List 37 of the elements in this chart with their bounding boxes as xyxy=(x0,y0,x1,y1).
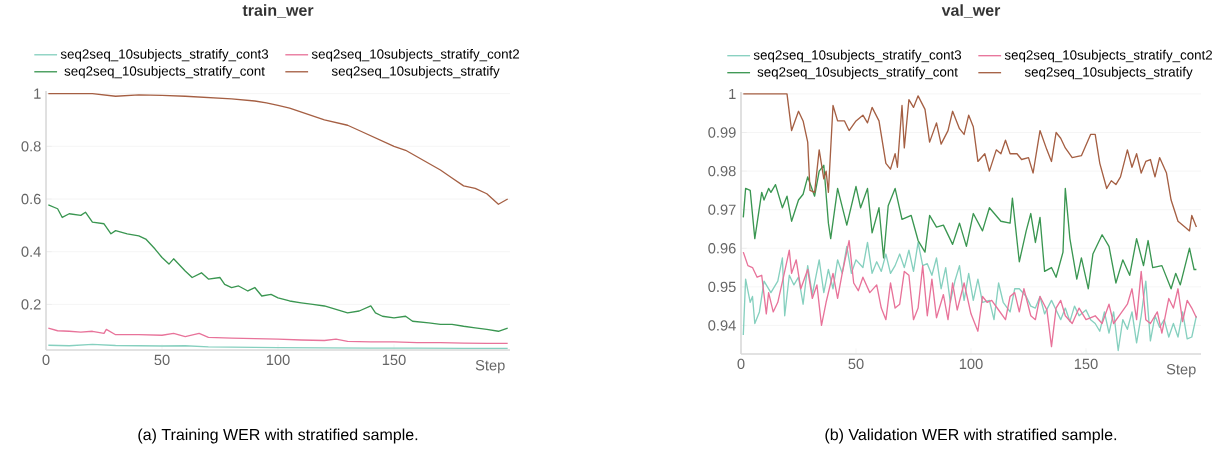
line-series xyxy=(742,93,1198,232)
legend-label: seq2seq_10subjects_stratify_cont xyxy=(64,65,265,79)
x-tick-label: 0 xyxy=(42,354,50,366)
legend-label: seq2seq_10subjects_stratify_cont xyxy=(757,66,958,80)
y-tick-label: 0.2 xyxy=(21,299,41,310)
x-tick-label: 150 xyxy=(1074,358,1098,370)
y-tick-label: 0.99 xyxy=(708,127,736,138)
chart-title: val_wer xyxy=(941,4,1001,18)
x-tick-label: 100 xyxy=(959,358,983,370)
x-axis-title: Step xyxy=(475,360,505,374)
y-tick-label: 0.97 xyxy=(708,204,736,215)
x-tick-label: 0 xyxy=(737,358,745,370)
line-series xyxy=(742,164,1198,290)
legend-label: seq2seq_10subjects_stratify_cont2 xyxy=(311,48,520,62)
y-tick-label: 1 xyxy=(34,88,41,99)
x-tick-label: 50 xyxy=(848,358,864,370)
legend-label: seq2seq_10subjects_stratify_cont3 xyxy=(753,49,962,63)
y-tick-label: 0.8 xyxy=(21,141,41,152)
y-tick-label: 0.95 xyxy=(708,281,736,293)
legend-label: seq2seq_10subjects_stratify_cont3 xyxy=(60,48,269,62)
legend-label: seq2seq_10subjects_stratify xyxy=(331,65,500,79)
y-tick-label: 0.4 xyxy=(21,246,41,257)
y-tick-label: 1 xyxy=(729,88,736,99)
text: (a) Training WER with stratified sample. xyxy=(138,428,418,444)
y-tick-label: 0.98 xyxy=(708,165,736,177)
text: (b) Validation WER with stratified sample. xyxy=(825,428,1117,444)
legend-label: seq2seq_10subjects_stratify_cont2 xyxy=(1004,49,1213,63)
x-axis-title: Step xyxy=(1166,364,1196,378)
line-series xyxy=(47,327,509,345)
y-tick-label: 0.96 xyxy=(708,243,736,254)
y-tick-label: 0.94 xyxy=(708,320,736,331)
legend-label: seq2seq_10subjects_stratify xyxy=(1024,66,1193,80)
chart-title: train_wer xyxy=(242,4,314,18)
x-tick-label: 50 xyxy=(154,354,170,366)
x-tick-label: 150 xyxy=(382,354,406,366)
y-tick-label: 0.6 xyxy=(21,193,41,205)
x-tick-label: 100 xyxy=(266,354,290,366)
